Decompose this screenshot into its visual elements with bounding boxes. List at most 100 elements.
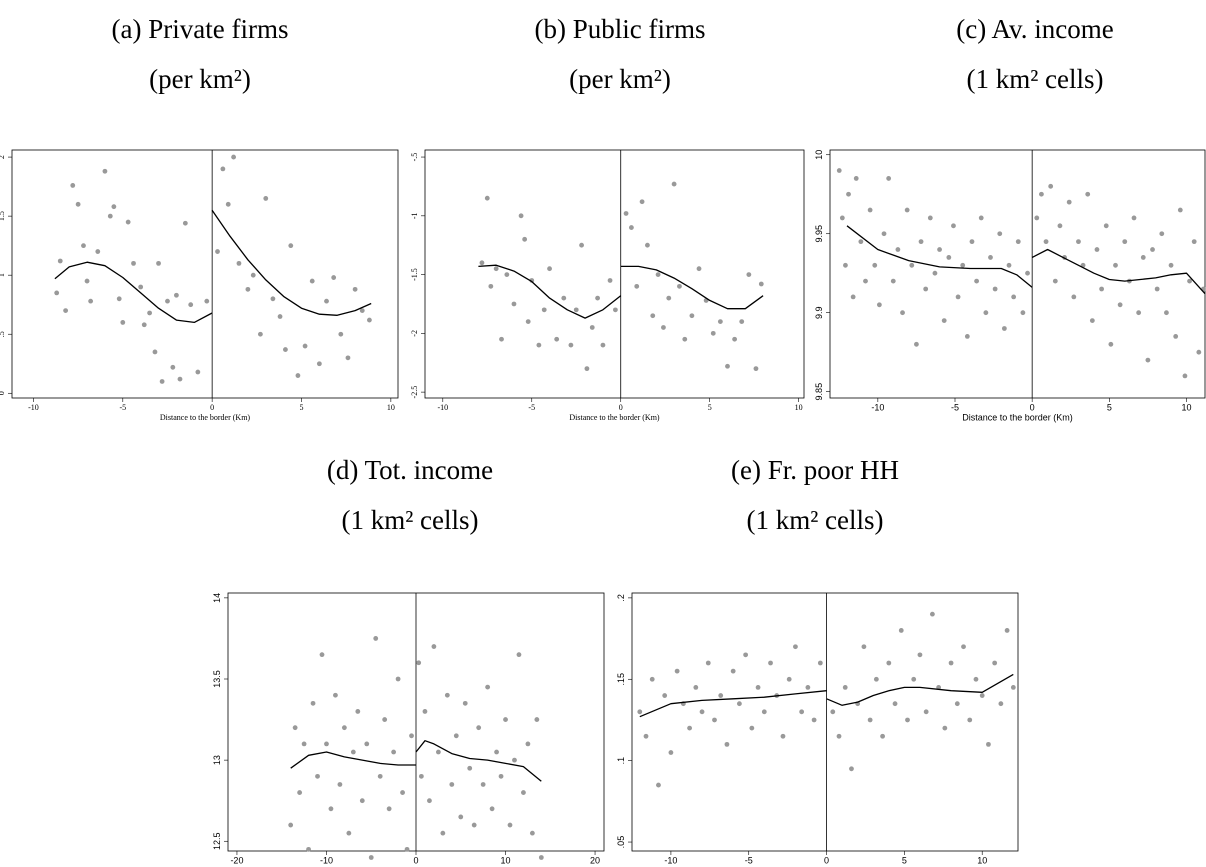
scatter-point — [152, 349, 158, 355]
scatter-point — [671, 181, 677, 187]
x-tick-label: 0 — [210, 403, 214, 412]
scatter-point — [717, 319, 723, 325]
scatter-point — [141, 322, 147, 328]
y-tick-label: 14 — [212, 593, 222, 603]
y-tick-label: .15 — [616, 673, 626, 686]
scatter-point — [1187, 278, 1192, 284]
scatter-point — [488, 283, 494, 289]
scatter-point — [1177, 207, 1183, 213]
x-tick-label: -20 — [230, 855, 243, 865]
scatter-point — [1004, 628, 1010, 633]
x-tick-label: 0 — [413, 855, 418, 865]
scatter-point — [288, 243, 294, 249]
scatter-point — [116, 296, 122, 302]
scatter-point — [739, 319, 745, 325]
scatter-point — [997, 231, 1003, 237]
scatter-point — [359, 798, 365, 804]
x-tick-label: 10 — [1181, 402, 1191, 412]
y-tick-label: 9.95 — [814, 225, 824, 243]
scatter-point — [418, 773, 424, 779]
scatter-point — [584, 366, 590, 372]
scatter-point — [668, 750, 674, 755]
scatter-point — [811, 717, 817, 723]
scatter-point — [493, 266, 499, 272]
y-tick-label: -1 — [410, 212, 419, 219]
scatter-point — [120, 320, 126, 325]
scatter-point — [1085, 191, 1091, 197]
scatter-point — [338, 331, 344, 337]
scatter-point — [174, 292, 179, 298]
scatter-point — [518, 213, 524, 219]
x-tick-label: 0 — [824, 855, 829, 865]
scatter-point — [799, 709, 805, 715]
scatter-point — [507, 822, 513, 828]
scatter-point — [1117, 302, 1123, 308]
scatter-point — [341, 725, 347, 731]
scatter-point — [960, 262, 966, 268]
x-tick-label: 0 — [1030, 402, 1035, 412]
scatter-point — [479, 260, 485, 266]
scatter-point — [1103, 223, 1109, 229]
scatter-point — [270, 296, 276, 302]
scatter-point — [165, 298, 170, 304]
scatter-point — [942, 725, 948, 731]
scatter-point — [458, 814, 464, 820]
y-tick-label: 0 — [0, 391, 6, 395]
scatter-point — [843, 262, 848, 268]
x-tick-label: 10 — [387, 403, 395, 412]
x-tick-label: 10 — [501, 855, 511, 865]
scatter-point — [964, 333, 970, 339]
scatter-point — [422, 709, 428, 714]
fit-line — [620, 265, 764, 310]
scatter-point — [932, 270, 938, 276]
y-tick-label: 9.9 — [814, 306, 824, 319]
x-tick-label: 5 — [708, 403, 712, 412]
scatter-point — [992, 660, 998, 666]
scatter-point — [941, 318, 947, 323]
y-tick-label: 1 — [0, 273, 6, 277]
panel-subtitle: (1 km² cells) — [966, 64, 1103, 94]
scatter-point — [973, 676, 979, 682]
x-tick-label: 5 — [1107, 402, 1112, 412]
scatter-point — [969, 239, 975, 245]
y-tick-label: 9.85 — [814, 383, 824, 401]
panel-title: (c) Av. income — [956, 14, 1113, 44]
scatter-point — [1015, 239, 1021, 245]
scatter-point — [927, 215, 933, 221]
scatter-point — [861, 644, 867, 650]
scatter-point — [743, 652, 749, 658]
scatter-point — [525, 319, 531, 325]
scatter-point — [974, 278, 980, 284]
scatter-point — [1011, 294, 1017, 300]
scatter-point — [541, 307, 547, 313]
scatter-point — [886, 176, 892, 181]
scatter-point — [674, 668, 680, 674]
scatter-point — [923, 286, 929, 292]
scatter-point — [328, 806, 334, 812]
scatter-point — [917, 652, 923, 658]
scatter-point — [350, 749, 356, 755]
scatter-point — [516, 652, 522, 658]
scatter-point — [649, 676, 655, 682]
panel-title: (e) Fr. poor HH — [731, 455, 899, 485]
y-tick-label: 10 — [814, 150, 824, 160]
scatter-point — [352, 286, 358, 292]
scatter-point — [1154, 286, 1160, 292]
y-tick-label: 13 — [212, 755, 222, 765]
scatter-point — [867, 717, 873, 723]
scatter-point — [1043, 239, 1049, 245]
scatter-point — [159, 379, 165, 384]
plot-frame — [631, 592, 1019, 852]
scatter-point — [656, 782, 661, 788]
scatter-point — [215, 249, 220, 254]
scatter-point — [730, 668, 736, 674]
scatter-point — [634, 283, 640, 289]
scatter-point — [761, 709, 767, 715]
scatter-point — [554, 336, 560, 342]
scatter-point — [951, 223, 956, 229]
scatter-point — [1164, 310, 1169, 316]
scatter-point — [699, 709, 705, 715]
plot-frame — [424, 149, 805, 399]
scatter-point — [462, 700, 468, 706]
scatter-point — [595, 295, 600, 301]
